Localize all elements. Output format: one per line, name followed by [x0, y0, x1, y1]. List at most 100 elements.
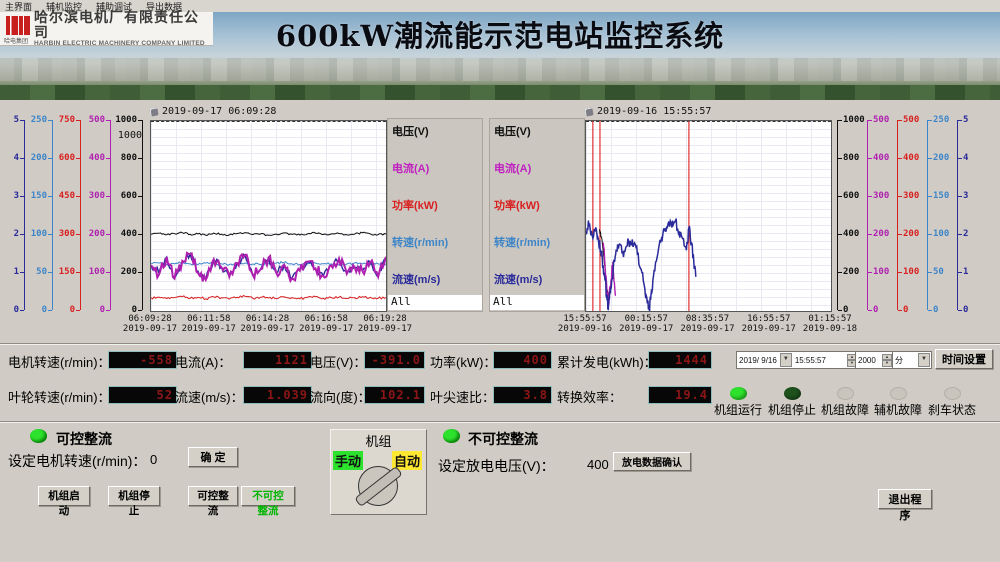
- x-tick-label: 00:15:57 2019-09-17: [619, 314, 673, 334]
- interval-spinbox[interactable]: 2000 ▲ ▼: [855, 351, 893, 369]
- legend-item-0[interactable]: 电压(V): [392, 126, 429, 138]
- axis-tick: [868, 120, 872, 121]
- datetime-picker[interactable]: 2019/ 9/16 ▼ 15:55:57 ▲ ▼: [736, 351, 858, 369]
- axis-tick-label: 300: [88, 191, 105, 201]
- axis-tick-label: 0: [843, 305, 849, 315]
- x-tick-time: 06:19:28: [363, 314, 407, 324]
- axis-tick-label: 200: [30, 153, 47, 163]
- x-tick-time: 00:15:57: [624, 314, 668, 324]
- legend-item-1[interactable]: 电流(A): [494, 163, 532, 175]
- discharge-confirm-button[interactable]: 放电数据确认: [613, 452, 691, 471]
- panorama-image: 哈电集团 哈尔滨电机厂有限责任公司 HARBIN ELECTRIC MACHIN…: [0, 9, 1000, 100]
- led-display: -558: [108, 351, 177, 369]
- x-tick-date: 2019-09-17: [240, 324, 295, 334]
- readout-label: 流速(m/s)：: [175, 390, 244, 405]
- chart-right-timestamp: 2019-09-16 15:55:57: [584, 106, 711, 117]
- axis-tick-label: 300: [58, 229, 75, 239]
- axis-tick-label: 400: [873, 153, 890, 163]
- set-voltage-value[interactable]: 400: [587, 457, 609, 472]
- axis-tick-label: 400: [843, 229, 860, 239]
- axis-tick-label: 600: [843, 191, 860, 201]
- axis-tick: [928, 272, 932, 273]
- legend-item-2[interactable]: 功率(kW): [494, 200, 540, 212]
- axis-tick: [898, 234, 902, 235]
- axis-tick: [838, 234, 842, 235]
- time-value[interactable]: 15:55:57: [794, 355, 826, 365]
- axis-tick: [20, 310, 24, 311]
- legend-item-3[interactable]: 转速(r/min): [494, 237, 551, 249]
- legend-item-4[interactable]: 流速(m/s): [392, 274, 441, 286]
- set-speed-value[interactable]: 0: [150, 452, 158, 467]
- timestamp-text: 2019-09-17 06:09:28: [162, 106, 277, 117]
- legend-item-3[interactable]: 转速(r/min): [392, 237, 449, 249]
- axis-tick-label: 0: [99, 305, 105, 315]
- axis-tick-label: 1000: [115, 115, 137, 125]
- set-voltage-label: 设定放电电压(V)：: [438, 458, 555, 474]
- legend-item-2[interactable]: 功率(kW): [392, 200, 438, 212]
- legend-item-all[interactable]: All: [490, 295, 584, 310]
- company-logo-box: 哈电集团 哈尔滨电机厂有限责任公司 HARBIN ELECTRIC MACHIN…: [0, 9, 213, 47]
- mode-rotary-switch[interactable]: [354, 465, 403, 508]
- axis-tick-label: 500: [88, 115, 105, 125]
- legend-item-1[interactable]: 电流(A): [392, 163, 430, 175]
- rotary-handle: [354, 465, 403, 508]
- axis-tick-label: 800: [843, 153, 860, 163]
- chart-series-svg: [151, 231, 386, 301]
- axis-tick-label: 200: [933, 153, 950, 163]
- readout-label: 电机转速(r/min)：: [8, 355, 111, 370]
- menu-item-3[interactable]: 导出数据: [146, 1, 183, 12]
- company-name-en: HARBIN ELECTRIC MACHINERY COMPANY LIMITE…: [34, 40, 205, 47]
- axis-tick: [838, 120, 842, 121]
- chevron-down-icon[interactable]: ▼: [779, 353, 792, 367]
- chart-plot-area[interactable]: [585, 120, 832, 312]
- axis-tick-label: 0: [933, 305, 939, 315]
- unit-button-2[interactable]: 可控整流: [188, 486, 238, 517]
- series-1: [151, 260, 386, 266]
- chevron-down-icon[interactable]: ▼: [918, 353, 930, 367]
- axis-tick-label: 400: [120, 229, 137, 239]
- interval-unit-select[interactable]: 分 ▼: [892, 351, 932, 369]
- unit-mode-panel: 机组 手动 自动: [330, 429, 427, 515]
- axis-tick-label: 200: [903, 229, 920, 239]
- menu-item-2[interactable]: 辅助调试: [96, 1, 133, 12]
- axis-tick-label: 0: [873, 305, 879, 315]
- divider: [0, 421, 1000, 423]
- axis-tick-label: 100: [88, 267, 105, 277]
- axis-tick: [958, 196, 962, 197]
- axis-tick-label: 450: [58, 191, 75, 201]
- axis-tick-label: 1000: [843, 115, 865, 125]
- axis-tick: [20, 196, 24, 197]
- date-value[interactable]: 2019/ 9/16: [739, 355, 777, 365]
- axis-tick: [138, 234, 142, 235]
- axis-tick-label: 2: [963, 229, 969, 239]
- legend-item-all[interactable]: All: [388, 295, 482, 310]
- axis-tick: [138, 158, 142, 159]
- axis-tick: [138, 196, 142, 197]
- axis-tick-label: 1: [13, 267, 19, 277]
- interval-spinner[interactable]: ▲ ▼: [882, 353, 892, 367]
- unit-button-3[interactable]: 不可控整流: [241, 486, 295, 517]
- unit-button-0[interactable]: 机组启动: [38, 486, 90, 517]
- uncontrolled-rectifier-label: 不可控整流: [468, 431, 538, 447]
- axis-tick: [48, 158, 52, 159]
- menu-item-1[interactable]: 辅机监控: [46, 1, 83, 12]
- exit-program-button[interactable]: 退出程序: [878, 489, 932, 522]
- axis-tick: [106, 234, 110, 235]
- interval-unit-value[interactable]: 分: [895, 355, 903, 365]
- axis-tick-label: 400: [88, 153, 105, 163]
- axis-tick: [48, 120, 52, 121]
- unit-button-1[interactable]: 机组停止: [108, 486, 160, 517]
- axis-tick-label: 150: [30, 191, 47, 201]
- logo-caption: 哈电集团: [4, 39, 29, 45]
- panorama-city: [0, 57, 1000, 81]
- legend-item-0[interactable]: 电压(V): [494, 126, 531, 138]
- interval-value[interactable]: 2000: [858, 355, 876, 365]
- y-axis-1: [867, 120, 868, 310]
- menu-item-0[interactable]: 主界面: [5, 1, 33, 12]
- confirm-button[interactable]: 确 定: [188, 447, 238, 467]
- x-tick-date: 2019-09-18: [802, 324, 858, 334]
- time-set-button[interactable]: 时间设置: [935, 349, 993, 369]
- chart-plot-area[interactable]: [150, 120, 387, 312]
- legend-item-4[interactable]: 流速(m/s): [494, 274, 543, 286]
- company-name-cn: 哈尔滨电机厂有限责任公司: [34, 9, 199, 40]
